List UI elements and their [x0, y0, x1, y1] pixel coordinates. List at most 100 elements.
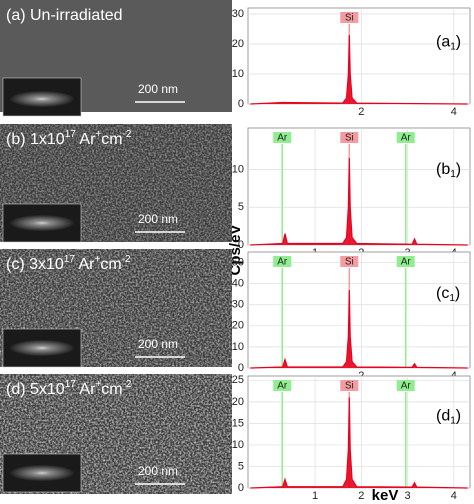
- chart-panel-label: (b1): [436, 161, 461, 179]
- marker-label-box: [340, 256, 359, 267]
- y-tick-label: 30: [232, 8, 244, 20]
- superscript: 17: [64, 254, 76, 265]
- superscript: 17: [65, 129, 77, 140]
- x-tick-label: 4: [451, 490, 457, 502]
- panel-label: (b) 1x1017 Ar+cm-2: [6, 129, 132, 149]
- x-tick-label: 3: [405, 490, 411, 502]
- label-text: (a) Un-irradiated: [6, 7, 122, 24]
- superscript: -2: [123, 379, 132, 390]
- marker-label-box: [396, 132, 415, 143]
- marker-label-box: [273, 132, 292, 143]
- y-tick-label: 10: [232, 68, 244, 80]
- y-tick-label: 40: [232, 278, 244, 290]
- y-tick-label: 10: [232, 439, 244, 451]
- marker-label: Si: [345, 13, 354, 24]
- marker-label: Ar: [277, 381, 288, 392]
- fft-center: [10, 340, 74, 356]
- subscript: 1: [450, 415, 456, 426]
- marker-label: Ar: [401, 257, 412, 268]
- label-text: cm: [100, 256, 121, 273]
- label-text: (c) 3x10: [6, 256, 64, 273]
- fft-center: [10, 91, 74, 107]
- label-text: (d) 5x10: [6, 381, 65, 398]
- y-tick-label: 15: [232, 417, 244, 429]
- marker-label-box: [340, 132, 359, 143]
- label-text: ): [455, 285, 460, 302]
- marker-label: Ar: [277, 133, 288, 144]
- fft-center: [10, 215, 74, 231]
- subscript: 1: [450, 41, 456, 52]
- label-text: ): [456, 34, 461, 51]
- label-text: (b) 1x10: [6, 131, 65, 148]
- scale-bar-label: 200 nm: [138, 82, 178, 96]
- y-tick-label: 10: [232, 163, 244, 175]
- panel-label: (d) 5x1017 Ar+cm-2: [6, 379, 132, 399]
- y-tick-label: 50: [232, 256, 244, 268]
- y-tick-label: 5: [238, 201, 244, 213]
- superscript: +: [95, 379, 101, 390]
- marker-label: Si: [345, 133, 354, 144]
- label-text: cm: [101, 131, 122, 148]
- label-text: cm: [101, 381, 122, 398]
- y-tick-label: 0: [238, 98, 244, 110]
- chart-panel-label: (c1): [436, 285, 460, 303]
- x-tick-label: 2: [358, 106, 364, 118]
- x-axis-label: keV: [372, 487, 399, 504]
- superscript: 17: [65, 379, 77, 390]
- superscript: -2: [122, 254, 131, 265]
- marker-label: Ar: [401, 381, 412, 392]
- superscript: +: [94, 254, 100, 265]
- x-tick-label: 2: [358, 490, 364, 502]
- marker-label: Ar: [277, 257, 288, 268]
- spectrum: [250, 397, 468, 489]
- y-tick-label: 25: [232, 374, 244, 386]
- panel-label: (a) Un-irradiated: [6, 7, 122, 24]
- y-tick-label: 30: [232, 299, 244, 311]
- spectrum: [250, 34, 468, 105]
- marker-label: Si: [345, 381, 354, 392]
- label-text: Ar: [76, 381, 96, 398]
- scale-bar-label: 200 nm: [138, 212, 178, 226]
- y-tick-label: 10: [232, 341, 244, 353]
- chart-panel-label: (a1): [436, 34, 461, 52]
- y-tick-label: 0: [238, 362, 244, 374]
- fft-center: [10, 465, 74, 481]
- y-tick-label: 0: [238, 239, 244, 251]
- plot-area: [247, 7, 471, 105]
- plot-area: [247, 375, 471, 489]
- marker-label: Ar: [401, 133, 412, 144]
- label-text: Ar: [76, 131, 96, 148]
- label-text: Ar: [75, 256, 95, 273]
- label-text: ): [456, 161, 461, 178]
- superscript: +: [95, 129, 101, 140]
- subscript: 1: [450, 169, 456, 180]
- y-tick-label: 20: [232, 38, 244, 50]
- y-tick-label: 20: [232, 320, 244, 332]
- x-tick-label: 4: [451, 106, 457, 118]
- x-tick-label: 1: [312, 490, 318, 502]
- marker-label-box: [340, 380, 359, 391]
- marker-label-box: [396, 256, 415, 267]
- label-text: (c: [436, 285, 449, 302]
- marker-label-box: [273, 256, 292, 267]
- marker-label-box: [273, 380, 292, 391]
- plot-area: [247, 127, 471, 246]
- panel-label: (c) 3x1017 Ar+cm-2: [6, 254, 131, 274]
- marker-label-box: [340, 12, 359, 23]
- label-text: (d: [436, 408, 450, 425]
- y-tick-label: 0: [238, 482, 244, 494]
- spectrum: [250, 289, 468, 369]
- label-text: (a: [436, 34, 450, 51]
- label-text: (b: [436, 161, 450, 178]
- marker-label: Si: [345, 257, 354, 268]
- y-tick-label: 20: [232, 396, 244, 408]
- label-text: ): [456, 408, 461, 425]
- scale-bar-label: 200 nm: [138, 337, 178, 351]
- plot-area: [247, 251, 471, 369]
- superscript: -2: [123, 129, 132, 140]
- spectrum: [250, 158, 468, 246]
- subscript: 1: [449, 292, 455, 303]
- marker-label-box: [396, 380, 415, 391]
- chart-panel-label: (d1): [436, 408, 461, 426]
